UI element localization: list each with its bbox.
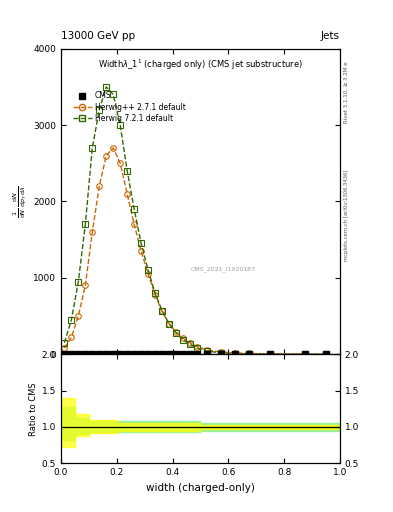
- Legend: CMS, Herwig++ 2.7.1 default, Herwig 7.2.1 default: CMS, Herwig++ 2.7.1 default, Herwig 7.2.…: [70, 89, 188, 125]
- Text: Rivet 3.1.10, ≥ 3.2M e: Rivet 3.1.10, ≥ 3.2M e: [344, 61, 349, 123]
- Text: 13000 GeV pp: 13000 GeV pp: [61, 31, 135, 41]
- Y-axis label: Ratio to CMS: Ratio to CMS: [29, 382, 37, 436]
- Text: mcplots.cern.ch [arXiv:1306.3436]: mcplots.cern.ch [arXiv:1306.3436]: [344, 169, 349, 261]
- Text: CMS_2021_I1920187: CMS_2021_I1920187: [190, 266, 255, 271]
- Text: Width$\lambda\_1^1$ (charged only) (CMS jet substructure): Width$\lambda\_1^1$ (charged only) (CMS …: [98, 58, 303, 72]
- X-axis label: width (charged-only): width (charged-only): [146, 483, 255, 493]
- Text: Jets: Jets: [321, 31, 340, 41]
- Y-axis label: $\frac{1}{\mathrm{d}N}\,\frac{\mathrm{d}N}{\mathrm{d}p_{T}\,\mathrm{d}\lambda}$: $\frac{1}{\mathrm{d}N}\,\frac{\mathrm{d}…: [11, 185, 29, 218]
